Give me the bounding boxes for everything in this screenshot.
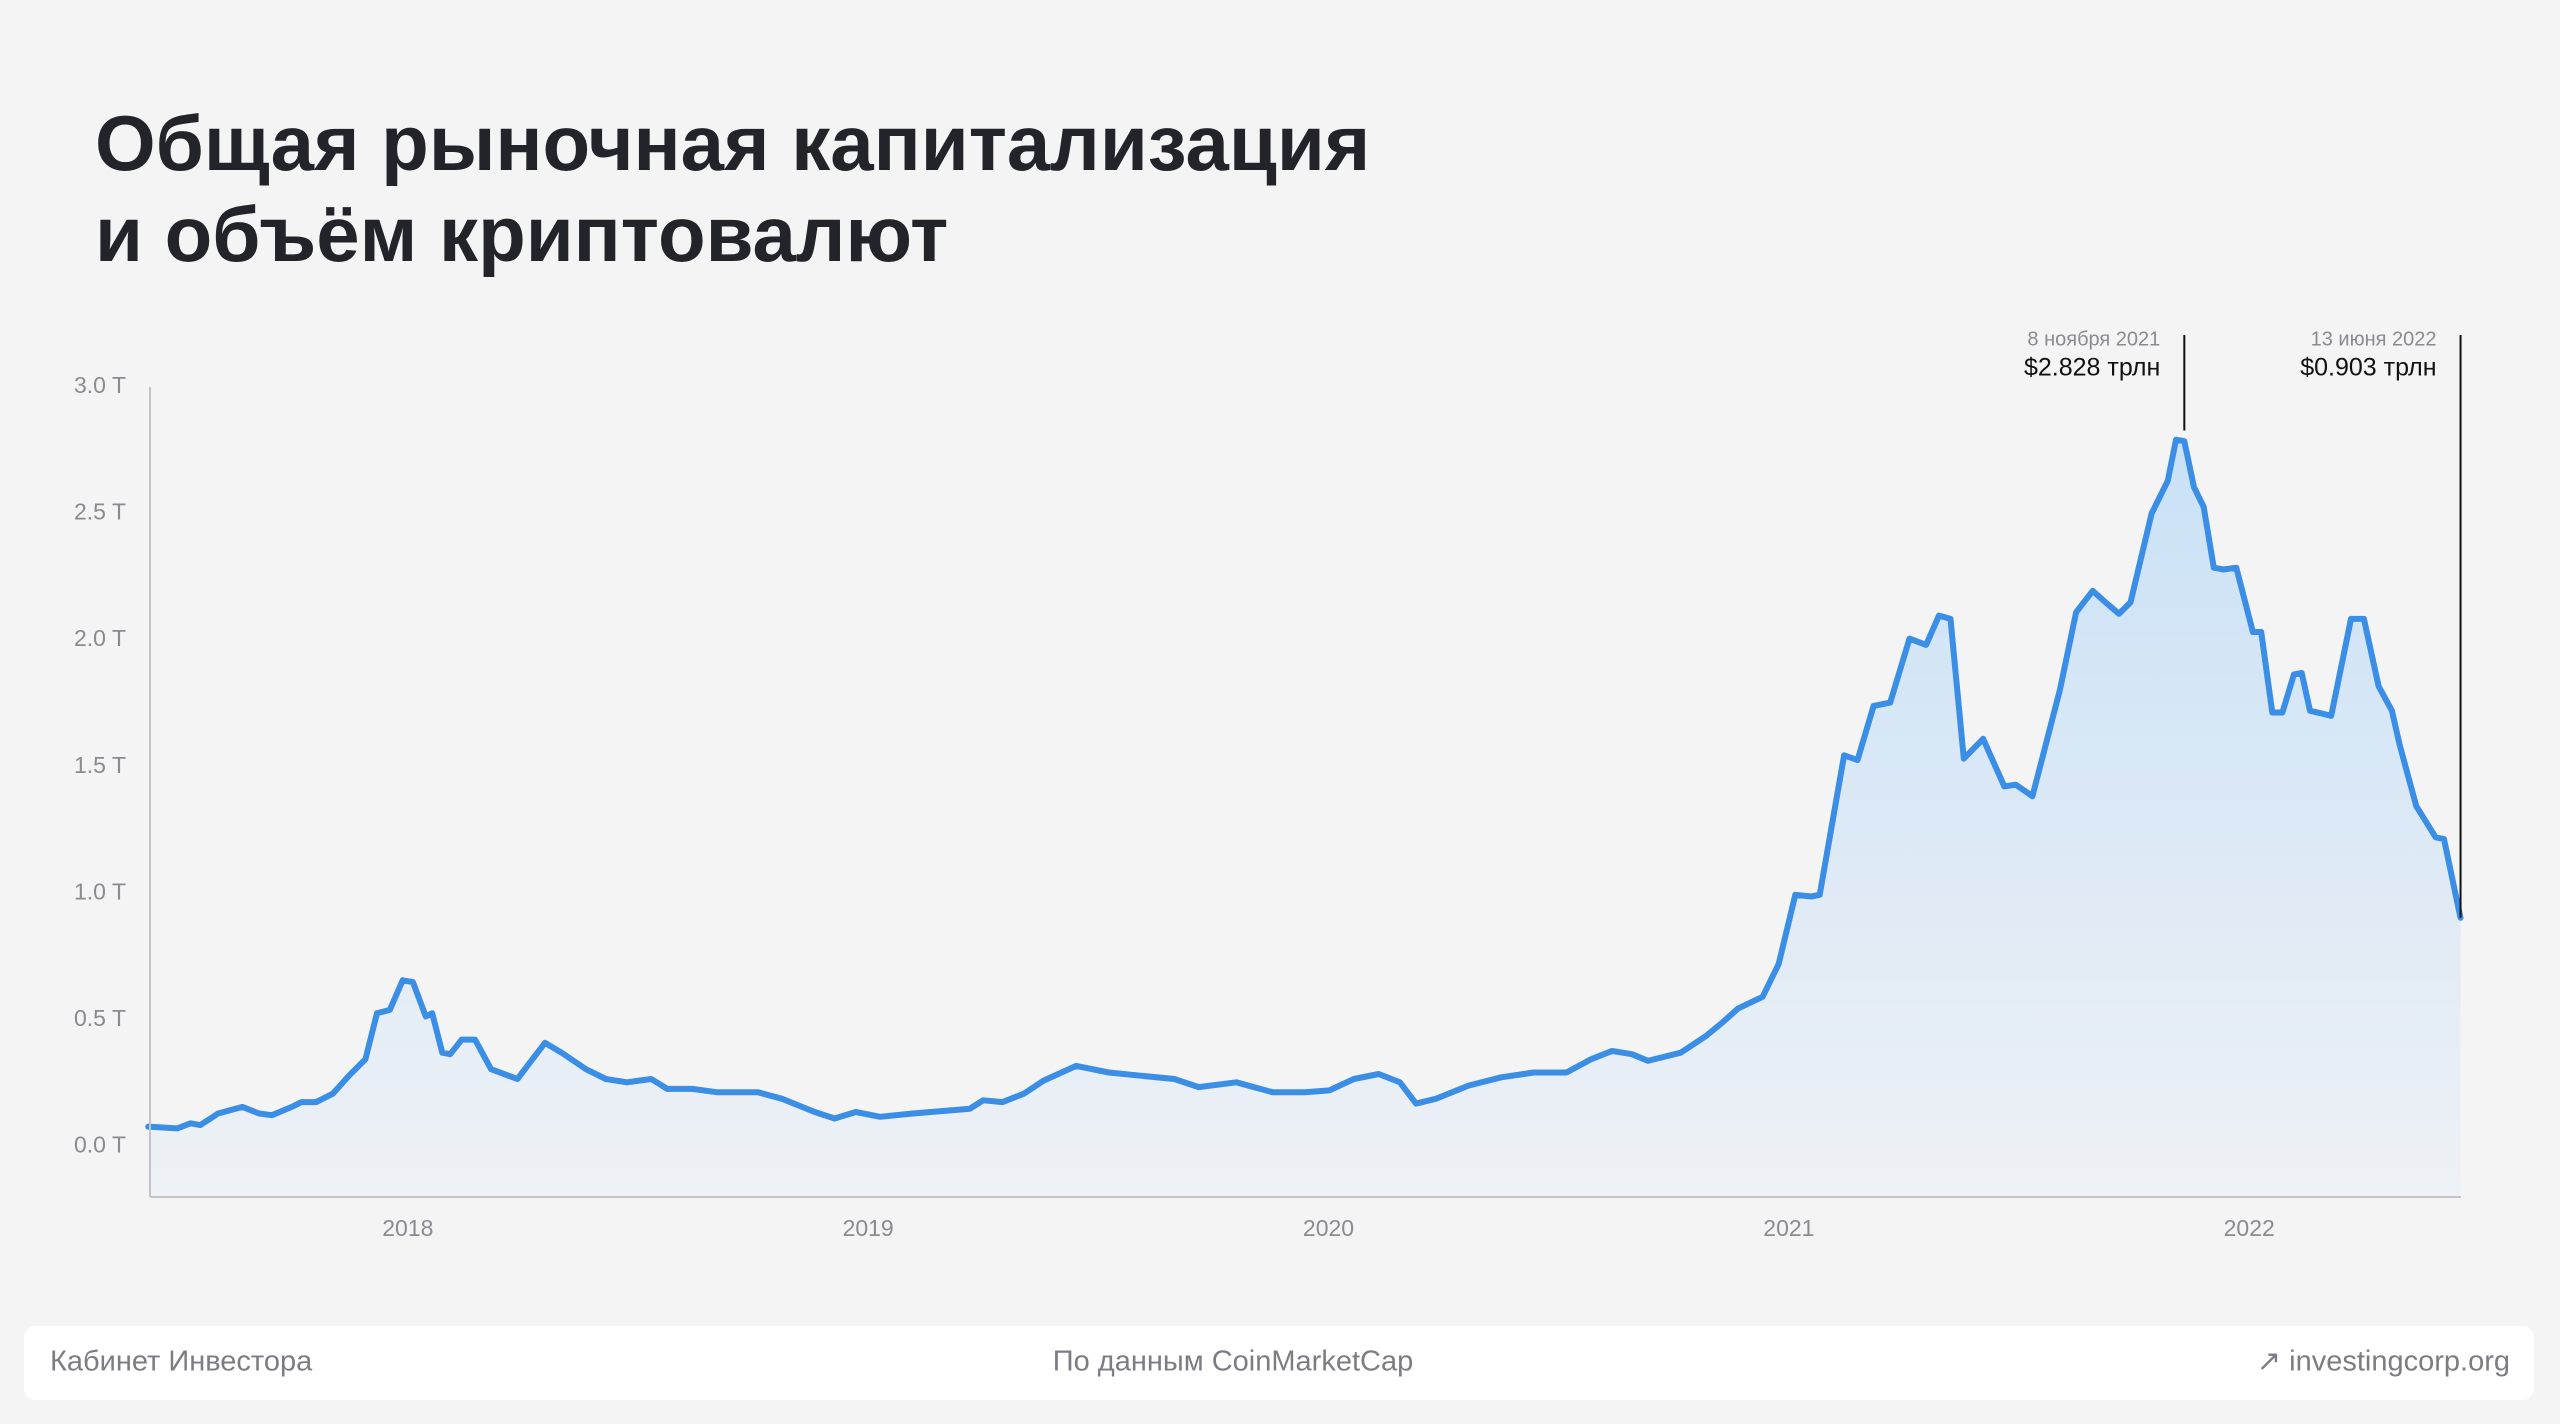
y-tick-label: 2.0 T — [74, 625, 126, 651]
annotation-label: $2.828 трлн — [2024, 354, 2160, 382]
chart-title: Общая рыночная капитализация — [95, 99, 1370, 187]
y-tick-label: 2.5 T — [74, 499, 126, 525]
annotation-label: $0.903 трлн — [2300, 354, 2436, 382]
footer-bar — [24, 1326, 2534, 1400]
chart-title: и объём криптовалют — [95, 190, 948, 278]
footer-center: По данным CoinMarketCap — [1053, 1346, 1413, 1378]
area-fill — [148, 439, 2461, 1197]
x-tick-label: 2019 — [843, 1215, 894, 1241]
y-tick-label: 1.0 T — [74, 878, 126, 904]
footer-right: ↗ investingcorp.org — [2257, 1346, 2510, 1378]
y-tick-label: 3.0 T — [74, 372, 126, 398]
x-tick-label: 2018 — [382, 1215, 433, 1241]
footer-left: Кабинет Инвестора — [50, 1346, 313, 1378]
x-tick-label: 2021 — [1763, 1215, 1814, 1241]
line — [145, 436, 2464, 1132]
annotation-date: 8 ноября 2021 — [2027, 328, 2160, 350]
annotation-date: 13 июня 2022 — [2311, 328, 2437, 350]
y-tick-label: 0.5 T — [74, 1005, 126, 1031]
y-tick-label: 0.0 T — [74, 1131, 126, 1157]
x-tick-label: 2020 — [1303, 1215, 1354, 1241]
y-tick-label: 1.5 T — [74, 752, 126, 778]
x-tick-label: 2022 — [2224, 1215, 2275, 1241]
